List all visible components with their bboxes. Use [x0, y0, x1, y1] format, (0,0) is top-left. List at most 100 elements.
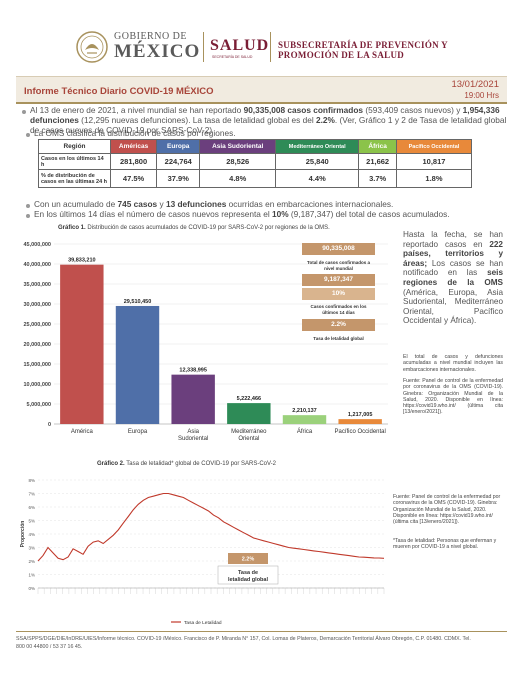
table-cell: 4.4%	[275, 169, 360, 188]
table-row: % de distribución de casos en las última…	[38, 169, 473, 188]
text: y	[157, 199, 166, 209]
text: . (Ver, Gráfico 1 y 2 de Tasa de letalid…	[334, 114, 507, 125]
graph2-title-text: Tasa de letalidad* global de COVID-19 po…	[124, 461, 276, 467]
paragraph-oms: La OMS clasifica la distribución de caso…	[34, 128, 236, 138]
note-source: Fuente: Panel de control de la enfermeda…	[403, 378, 503, 416]
bar	[115, 305, 160, 424]
summary-rate: 2.2%	[302, 319, 375, 331]
y-tick-label: 4%	[28, 532, 35, 537]
text: (América, Europa, Asia Sudoriental, Medi…	[403, 287, 503, 326]
footer: SSA/SPPS/DGE/DIE/InDRE/UIES/Informe técn…	[16, 635, 507, 651]
graph1-title-text: Distribución de casos acumulados de COVI…	[85, 225, 330, 231]
x-tick-label: Oriental	[238, 436, 259, 442]
subsecretaria-line-1: SUBSECRETARÍA DE PREVENCIÓN Y	[278, 40, 448, 50]
graph2-definition: *Tasa de letalidad: Personas que enferma…	[393, 538, 497, 551]
salud-subtitle: SECRETARÍA DE SALUD	[212, 55, 253, 59]
x-tick-label: Asia	[187, 429, 199, 435]
bullet	[26, 204, 30, 208]
summary-rate-label: Tasa de letalidad global	[313, 336, 364, 341]
salud-logo: SALUD	[210, 37, 270, 54]
regions-text: Hasta la fecha, se han reportado casos e…	[403, 230, 503, 326]
text: Los casos se han notificado en las	[403, 258, 503, 278]
text-bold: seis regiones de la OMS	[403, 268, 503, 287]
region-asia: Asia Sudoriental	[199, 139, 277, 154]
report-title: Informe Técnico Diario COVID-19 MÉXICO	[24, 86, 214, 97]
footer-divider	[16, 631, 507, 632]
bullet	[26, 133, 30, 137]
annotation-label-line: Tasa de	[238, 570, 258, 576]
x-tick-label: Pacífico Occidental	[334, 429, 385, 435]
y-tick-label: 3%	[28, 546, 35, 551]
summary-total: 90,335,008	[302, 243, 375, 255]
text: de casos nuevos de COVID-19 por SARS-CoV…	[30, 124, 213, 135]
region-header-label: Región	[38, 139, 111, 154]
subsecretaria-line-2: PROMOCIÓN DE LA SALUD	[278, 50, 405, 60]
graph2-source: Fuente: Panel de control de la enfermeda…	[393, 494, 501, 526]
text-bold: 222 países, territorios y áreas;	[403, 239, 503, 268]
y-tick-label: 40,000,000	[23, 262, 51, 268]
table-cell: 224,764	[156, 153, 201, 170]
series-line	[37, 492, 385, 562]
table-cell: 28,526	[199, 153, 277, 170]
y-tick-label: 8%	[28, 478, 35, 483]
bar	[60, 264, 104, 424]
footer-line-1: SSA/SPPS/DGE/DIE/InDRE/UIES/Informe técn…	[16, 636, 471, 642]
bar	[338, 419, 382, 424]
region-americas: Américas	[109, 139, 158, 154]
y-tick-label: 15,000,000	[23, 362, 51, 368]
table-cell: 21,662	[358, 153, 397, 170]
region-mediterraneo: Mediterráneo Oriental	[275, 139, 360, 154]
text: (9,187,347) del total de casos acumulado…	[288, 209, 450, 219]
y-tick-label: 0	[48, 422, 51, 428]
table-cell: 4.8%	[199, 169, 277, 188]
row-label: Casos en los últimos 14 h	[38, 153, 111, 170]
table-row: Casos en los últimos 14 h 281,800 224,76…	[38, 153, 473, 170]
y-tick-label: 6%	[28, 505, 35, 510]
text: Con un acumulado de	[34, 199, 118, 209]
summary-last14: 9,187,347	[302, 274, 375, 286]
y-tick-label: 5,000,000	[27, 402, 51, 408]
y-tick-label: 5%	[28, 519, 35, 524]
y-tick-label: 1%	[28, 573, 35, 578]
graph1-title-bold: Gráfico 1.	[58, 225, 86, 231]
table-cell: 3.7%	[358, 169, 397, 188]
annotation-label-box	[217, 565, 279, 585]
table-cell: 281,800	[109, 153, 158, 170]
x-tick-label: América	[71, 429, 94, 435]
report-date: 13/01/2021	[451, 79, 499, 90]
bar-value-label: 12,338,995	[179, 368, 207, 374]
bar-value-label: 5,222,466	[237, 396, 261, 402]
y-tick-label: 7%	[28, 492, 35, 497]
report-time: 19:00 Hrs	[464, 91, 499, 100]
graph1-title: Gráfico 1. Distribución de casos acumula…	[58, 225, 330, 231]
y-axis-label: Proporción	[20, 521, 26, 548]
coat-of-arms-icon	[76, 31, 108, 63]
bar	[282, 415, 327, 424]
x-tick-label: África	[297, 428, 313, 435]
header-divider	[270, 32, 271, 62]
text: En los últimos 14 días el número de caso…	[34, 209, 272, 219]
text: (593,409 casos nuevos) y	[363, 105, 463, 115]
bar-value-label: 39,833,210	[68, 258, 96, 264]
footer-line-2: 800 00 44800 / 53 37 16 45.	[16, 644, 83, 650]
y-tick-label: 25,000,000	[23, 322, 51, 328]
text-bold: 1,954,336	[462, 105, 500, 115]
x-tick-label: Europa	[128, 429, 148, 435]
text: (12,295 nuevas defunciones). La tasa de …	[78, 114, 316, 125]
table-cell: 1.8%	[395, 169, 473, 188]
header: GOBIERNO DE MÉXICO SALUD SECRETARÍA DE S…	[0, 0, 521, 72]
x-tick-label: Sudoriental	[178, 436, 208, 442]
table-cell: 10,817	[395, 153, 473, 170]
paragraph-embarcaciones: Con un acumulado de 745 casos y 13 defun…	[34, 199, 393, 210]
bar-value-label: 2,210,137	[292, 408, 316, 414]
summary-pct: 10%	[302, 288, 375, 300]
text-bold: 10%	[271, 209, 289, 219]
y-tick-label: 0%	[28, 586, 35, 591]
paragraph-global-cases: Al 13 de enero de 2021, a nivel mundial …	[30, 105, 510, 135]
text-bold: 13 defunciones	[165, 199, 227, 209]
text-bold: defunciones	[30, 114, 79, 125]
gobierno-label: GOBIERNO DE	[114, 31, 187, 42]
bullet	[22, 110, 26, 114]
paragraph-14-days: En los últimos 14 días el número de caso…	[34, 209, 450, 220]
text: Al 13 de enero de 2021, a nivel mundial …	[30, 105, 244, 115]
